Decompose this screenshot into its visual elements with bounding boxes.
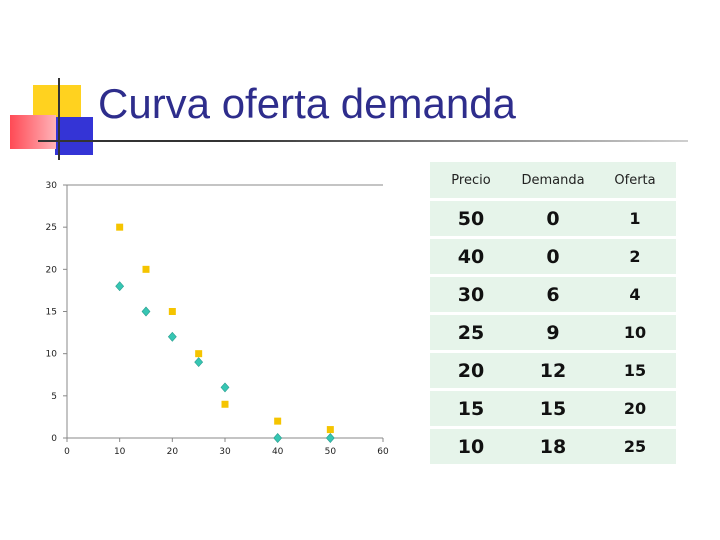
x-tick-label: 10: [114, 447, 126, 457]
table-row: 15 15 20: [430, 389, 676, 429]
table-cell: 15: [430, 389, 512, 429]
demanda-point: [325, 433, 335, 443]
table-cell: 15: [512, 389, 594, 429]
logo-vertical-line: [58, 78, 60, 160]
table-cell: 9: [512, 313, 594, 353]
title-underline: [38, 140, 688, 142]
oferta-point: [326, 426, 334, 434]
demanda-point: [141, 306, 151, 317]
demanda-point: [220, 382, 230, 393]
table-cell: 10: [594, 313, 676, 353]
table-row: 30 6 4: [430, 275, 676, 315]
oferta-point: [274, 417, 282, 425]
header-precio: Precio: [430, 162, 512, 201]
header-oferta: Oferta: [594, 162, 676, 201]
x-tick-label: 0: [64, 447, 70, 457]
demanda-point: [194, 357, 204, 368]
table-row: 25 9 10: [430, 313, 676, 353]
table-cell: 20: [430, 351, 512, 391]
x-tick-label: 50: [325, 447, 337, 457]
table-row: 40 0 2: [430, 237, 676, 277]
oferta-point: [195, 350, 203, 358]
x-tick-label: 60: [377, 447, 389, 457]
x-tick-label: 40: [272, 447, 284, 457]
oferta-point: [221, 400, 229, 408]
table-cell: 15: [594, 351, 676, 391]
table-row: 20 12 15: [430, 351, 676, 391]
demanda-point: [115, 281, 125, 292]
y-tick-label: 15: [46, 308, 57, 318]
scatter-chart: 0 5 10 15 20 25 30 0 10 20 30 40 50 60: [46, 181, 389, 457]
table-row: 10 18 25: [430, 427, 676, 467]
demanda-point: [167, 331, 177, 342]
table-cell: 20: [594, 389, 676, 429]
table-cell: 10: [430, 427, 512, 467]
price-table: Precio Demanda Oferta 50 0 1 40 0 2 30 6 4 25 9 10 2…: [430, 162, 676, 467]
y-tick-label: 5: [51, 392, 57, 402]
table-cell: 50: [430, 199, 512, 239]
table-cell: 30: [430, 275, 512, 315]
table-cell: 6: [512, 275, 594, 315]
table-cell: 2: [594, 237, 676, 277]
logo-red-square: [10, 115, 56, 149]
y-tick-label: 25: [46, 223, 57, 233]
y-tick-label: 20: [46, 265, 58, 275]
table-cell: 18: [512, 427, 594, 467]
table-cell: 25: [430, 313, 512, 353]
table-cell: 0: [512, 199, 594, 239]
table-cell: 12: [512, 351, 594, 391]
oferta-point: [142, 265, 150, 273]
y-tick-label: 0: [51, 434, 57, 444]
slide-title: Curva oferta demanda: [98, 80, 516, 127]
logo-blue-square: [55, 117, 93, 155]
table-cell: 25: [594, 427, 676, 467]
table-cell: 40: [430, 237, 512, 277]
oferta-point: [168, 308, 176, 315]
x-tick-label: 20: [167, 447, 179, 457]
x-tick-label: 30: [219, 447, 231, 457]
y-tick-label: 30: [46, 181, 58, 191]
table-cell: 4: [594, 275, 676, 315]
table-header-row: Precio Demanda Oferta: [430, 162, 676, 201]
table-cell: 0: [512, 237, 594, 277]
demanda-point: [273, 433, 283, 443]
table-cell: 1: [594, 199, 676, 239]
oferta-point: [116, 223, 124, 231]
table-row: 50 0 1: [430, 199, 676, 239]
header-demanda: Demanda: [512, 162, 594, 201]
y-tick-label: 10: [46, 350, 58, 360]
